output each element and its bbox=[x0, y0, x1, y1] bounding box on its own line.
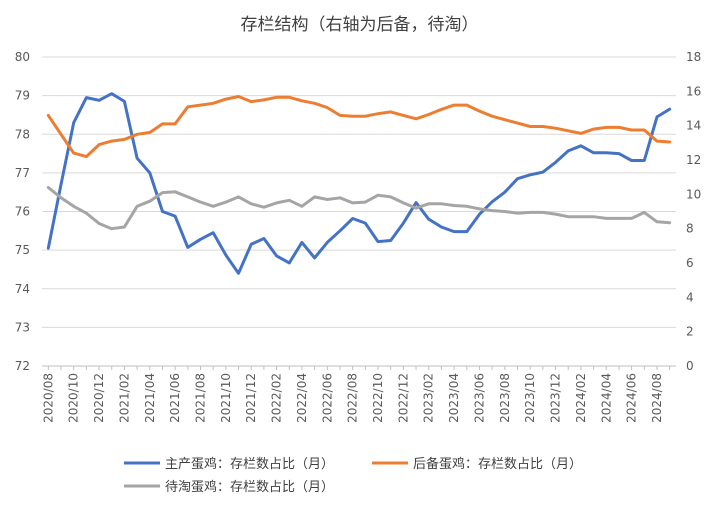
y-left-tick-label: 75 bbox=[15, 243, 30, 257]
x-tick-label: 2023/08 bbox=[498, 373, 512, 423]
y-right-tick-label: 10 bbox=[686, 187, 701, 201]
x-tick-label: 2022/10 bbox=[371, 373, 385, 423]
x-tick-label: 2020/10 bbox=[67, 373, 81, 423]
x-tick-label: 2022/06 bbox=[320, 373, 334, 423]
series-lines bbox=[46, 92, 672, 275]
legend-label: 待淘蛋鸡：存栏数占比（月） bbox=[165, 479, 334, 495]
x-tick-label: 2024/06 bbox=[625, 373, 639, 423]
chart-title: 存栏结构（右轴为后备，待淘） bbox=[241, 15, 479, 35]
x-tick-label: 2023/10 bbox=[523, 373, 537, 423]
x-tick-label: 2021/06 bbox=[168, 373, 182, 423]
y-left-tick-label: 78 bbox=[15, 127, 30, 141]
legend-label: 后备蛋鸡：存栏数占比（月） bbox=[413, 456, 582, 472]
series-line-0 bbox=[46, 92, 672, 275]
x-tick-label: 2021/12 bbox=[244, 373, 258, 423]
y-right-tick-label: 12 bbox=[686, 153, 701, 167]
series-line-2 bbox=[46, 186, 672, 231]
x-tick-label: 2020/08 bbox=[41, 373, 55, 423]
x-tick-label: 2021/08 bbox=[194, 373, 208, 423]
x-tick-label: 2022/12 bbox=[396, 373, 410, 423]
y-right-tick-label: 8 bbox=[686, 222, 694, 236]
x-tick-label: 2023/06 bbox=[472, 373, 486, 423]
y-right-tick-label: 16 bbox=[686, 84, 701, 98]
y-right-tick-label: 4 bbox=[686, 290, 694, 304]
y-right-tick-label: 18 bbox=[686, 50, 701, 64]
x-tick-label: 2021/10 bbox=[219, 373, 233, 423]
y-left-tick-label: 76 bbox=[15, 205, 30, 219]
legend-label: 主产蛋鸡：存栏数占比（月） bbox=[165, 456, 334, 472]
y-right-tick-label: 6 bbox=[686, 256, 694, 270]
x-tick-label: 2024/04 bbox=[599, 373, 613, 423]
x-tick-label: 2022/04 bbox=[295, 373, 309, 423]
y-left-tick-label: 77 bbox=[15, 166, 30, 180]
axes: 72 73 74 75 76 77 78 79 80 0 2 4 6 8 10 12 14 16 18 2020/08… bbox=[15, 50, 702, 423]
legend: 主产蛋鸡：存栏数占比（月） 后备蛋鸡：存栏数占比（月） 待淘蛋鸡：存栏数占比（月） bbox=[124, 456, 582, 495]
series-line-1 bbox=[46, 95, 672, 159]
x-tick-label: 2024/08 bbox=[650, 373, 664, 423]
y-right-tick-label: 0 bbox=[686, 359, 694, 373]
y-left-tick-label: 74 bbox=[15, 282, 30, 296]
x-tick-label: 2023/04 bbox=[447, 373, 461, 423]
x-tick-label: 2024/02 bbox=[574, 373, 588, 423]
y-left-tick-label: 80 bbox=[15, 50, 30, 64]
x-tick-label: 2023/12 bbox=[549, 373, 563, 423]
y-left-tick-label: 72 bbox=[15, 359, 30, 373]
y-left-tick-label: 73 bbox=[15, 320, 30, 334]
y-right-tick-label: 14 bbox=[686, 119, 701, 133]
x-tick-label: 2021/02 bbox=[117, 373, 131, 423]
y-right-tick-label: 2 bbox=[686, 325, 694, 339]
x-tick-label: 2022/08 bbox=[346, 373, 360, 423]
x-tick-label: 2023/02 bbox=[422, 373, 436, 423]
y-left-tick-label: 79 bbox=[15, 89, 30, 103]
x-tick-label: 2021/04 bbox=[143, 373, 157, 423]
x-tick-label: 2022/02 bbox=[270, 373, 284, 423]
x-tick-label: 2020/12 bbox=[92, 373, 106, 423]
